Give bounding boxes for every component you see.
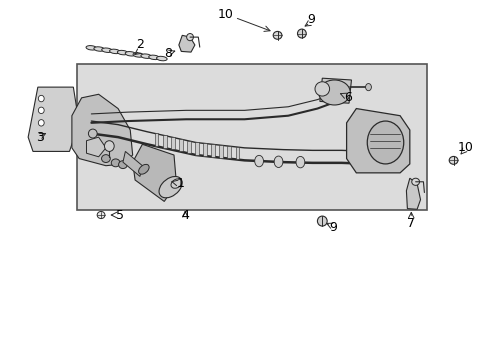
Polygon shape — [132, 144, 176, 202]
Bar — [211, 144, 215, 157]
Ellipse shape — [125, 51, 136, 56]
Ellipse shape — [117, 50, 128, 55]
Ellipse shape — [148, 55, 159, 59]
Ellipse shape — [366, 121, 403, 164]
Bar — [179, 139, 183, 151]
Ellipse shape — [104, 141, 114, 152]
Bar — [203, 143, 206, 156]
Bar — [195, 142, 199, 155]
Ellipse shape — [448, 157, 457, 164]
Ellipse shape — [317, 216, 326, 226]
Ellipse shape — [102, 155, 110, 162]
Text: 6: 6 — [343, 91, 351, 104]
Ellipse shape — [109, 49, 120, 54]
Ellipse shape — [86, 46, 97, 50]
Ellipse shape — [273, 31, 282, 39]
Ellipse shape — [38, 95, 44, 102]
Polygon shape — [406, 178, 420, 209]
Text: 3: 3 — [36, 131, 44, 144]
Ellipse shape — [133, 53, 143, 57]
Ellipse shape — [171, 179, 182, 188]
Polygon shape — [179, 35, 195, 52]
Polygon shape — [319, 78, 351, 103]
Text: 10: 10 — [218, 9, 233, 22]
Bar — [235, 147, 239, 159]
Polygon shape — [72, 94, 132, 166]
Bar — [227, 146, 231, 158]
Bar — [163, 135, 166, 148]
Text: 9: 9 — [307, 13, 315, 27]
Ellipse shape — [254, 156, 263, 167]
Ellipse shape — [38, 120, 44, 126]
Polygon shape — [346, 109, 409, 173]
Ellipse shape — [88, 129, 97, 138]
Bar — [219, 145, 223, 158]
Polygon shape — [28, 87, 77, 152]
Text: 2: 2 — [136, 38, 143, 51]
Ellipse shape — [94, 47, 104, 51]
Ellipse shape — [274, 156, 283, 167]
Text: 1: 1 — [176, 177, 184, 190]
Ellipse shape — [365, 84, 371, 91]
Polygon shape — [86, 137, 106, 157]
Ellipse shape — [156, 56, 167, 61]
Ellipse shape — [141, 54, 151, 58]
Ellipse shape — [102, 48, 112, 53]
Text: 8: 8 — [163, 47, 171, 60]
Bar — [154, 134, 158, 146]
Ellipse shape — [38, 107, 44, 113]
Ellipse shape — [159, 176, 182, 198]
Text: 7: 7 — [407, 217, 414, 230]
Polygon shape — [122, 152, 142, 176]
Ellipse shape — [118, 161, 127, 168]
Bar — [77, 64, 426, 210]
Ellipse shape — [314, 82, 329, 96]
Text: 10: 10 — [457, 141, 473, 154]
Ellipse shape — [186, 33, 193, 41]
Ellipse shape — [297, 29, 305, 38]
Text: 5: 5 — [115, 208, 123, 221]
Ellipse shape — [318, 80, 349, 105]
Ellipse shape — [411, 178, 419, 185]
Text: 9: 9 — [328, 221, 336, 234]
Ellipse shape — [97, 211, 105, 219]
Bar — [186, 140, 190, 153]
Bar — [170, 137, 174, 149]
Ellipse shape — [295, 157, 304, 168]
Ellipse shape — [138, 165, 149, 174]
Text: 4: 4 — [181, 208, 189, 221]
Ellipse shape — [111, 159, 120, 167]
